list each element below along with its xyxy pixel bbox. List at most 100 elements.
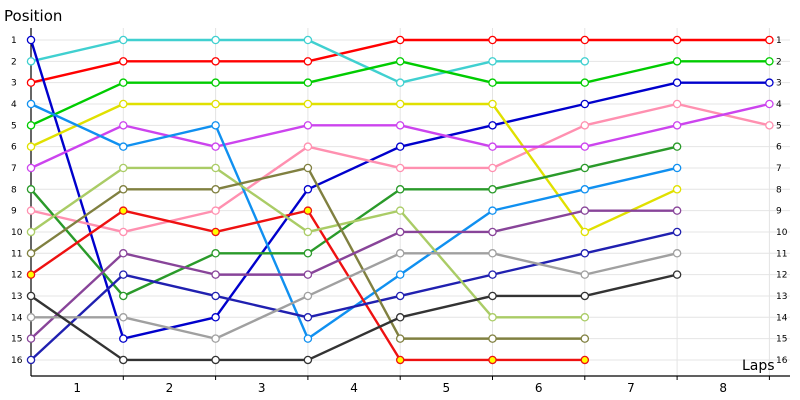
data-point [211,163,220,173]
series-markers [26,35,774,365]
data-point [488,334,497,343]
y-tick-label: 9 [11,207,17,217]
data-point [395,78,405,87]
data-point [211,185,220,194]
y-tick-label-right: 6 [776,143,782,153]
data-point [211,355,220,365]
data-point [672,99,682,109]
x-ticks: 1 2 3 4 5 6 7 8 [73,376,770,395]
data-point [672,78,682,87]
data-point [672,185,682,194]
data-point [580,270,590,279]
data-point [765,57,774,66]
data-point [303,355,313,365]
data-point [488,206,497,215]
data-point [672,121,682,130]
data-point [119,185,128,194]
data-point [26,270,36,279]
data-point [672,270,682,279]
data-point [211,313,220,322]
y-tick-label-right: 16 [776,356,788,366]
data-point [119,78,128,87]
y-tick-label: 14 [11,313,23,323]
data-point [211,291,220,301]
data-point [119,313,128,322]
data-point [488,185,497,194]
y-tick-label-right: 11 [776,249,787,259]
data-point [119,57,128,66]
data-point [395,206,405,215]
data-point [580,206,590,215]
data-point [765,121,774,130]
data-point [488,270,497,279]
data-point [211,78,220,87]
y-tick-label: 7 [11,164,17,174]
data-point [395,163,405,173]
data-point [395,185,405,194]
data-point [672,142,682,151]
y-tick-label: 15 [11,335,22,345]
data-point [119,99,128,109]
y-tick-label-right: 3 [776,79,782,89]
data-point [395,142,405,151]
y-tick-label-right: 15 [776,335,787,345]
data-point [395,313,405,322]
data-point [211,270,220,279]
y-tick-label: 8 [11,185,17,195]
series-line [31,252,678,340]
x-axis-title: Laps [742,358,775,374]
data-point [26,35,36,45]
data-point [119,121,128,130]
data-point [303,270,313,279]
data-point [26,185,36,194]
data-point [395,334,405,343]
data-point [303,227,313,237]
y-tick-label-right: 12 [776,271,787,281]
data-point [211,206,220,215]
data-point [580,57,590,66]
data-point [26,227,36,237]
data-point [211,121,220,130]
y-tick-label-right: 13 [776,292,787,302]
data-point [211,334,220,343]
data-point [488,57,497,66]
series-line [30,209,678,340]
y-tick-label: 16 [11,356,23,366]
data-point [303,57,313,66]
y-tick-label-right: 7 [776,164,782,174]
data-point [211,57,220,66]
data-point [26,249,36,258]
data-point [488,78,497,87]
x-tick-label: 1 [73,381,81,395]
data-point [26,291,36,301]
data-point [672,249,682,258]
data-point [580,142,590,151]
data-point [303,121,313,130]
data-point [26,355,36,365]
data-point [488,313,497,322]
data-point [395,270,405,279]
y-tick-label: 10 [11,228,23,238]
y-tick-label-right: 2 [776,57,782,67]
data-point [303,249,313,258]
data-point [395,35,405,45]
data-point [580,35,590,45]
y-tick-label: 4 [11,100,17,110]
data-point [119,355,128,365]
data-point [119,206,128,215]
data-point [672,35,682,45]
data-point [303,185,313,194]
data-point [488,227,497,237]
data-point [211,99,220,109]
data-point [395,121,405,130]
data-point [211,142,220,151]
data-point [303,163,313,173]
x-tick-label: 3 [258,381,266,395]
data-point [119,142,128,151]
y-tick-label: 3 [11,79,17,89]
x-tick-label: 5 [443,381,451,395]
data-point [580,99,590,109]
y-tick-label-right: 8 [776,185,782,195]
